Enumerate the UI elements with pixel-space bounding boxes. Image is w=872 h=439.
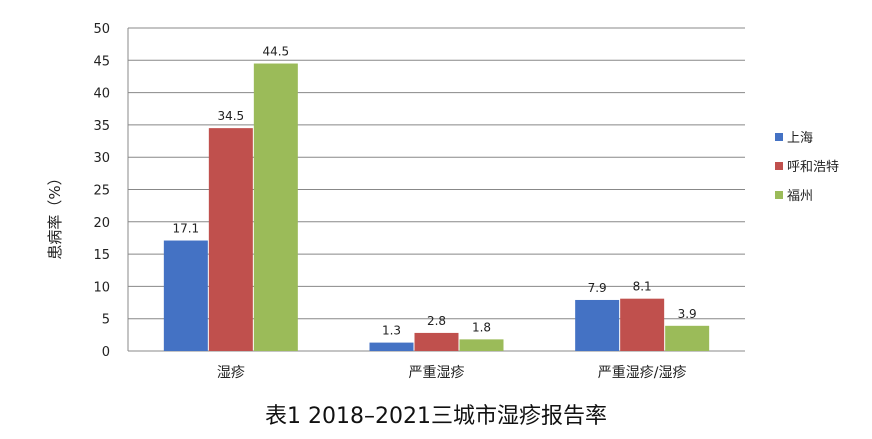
data-label: 2.8 [427, 314, 446, 328]
data-label: 7.9 [588, 281, 607, 295]
y-tick-label: 5 [102, 313, 110, 328]
x-category-labels: 湿疹 严重湿疹 严重湿疹/湿疹 [217, 365, 687, 381]
y-axis-label: 患病率（%） [46, 170, 64, 259]
y-tick-label: 50 [93, 22, 110, 37]
y-tick-labels: 0 5 10 15 20 25 30 35 40 45 50 [93, 22, 110, 360]
data-labels: 17.1 34.5 44.5 1.3 2.8 1.8 7.9 8.1 3.9 [172, 45, 696, 338]
data-label: 34.5 [217, 109, 244, 123]
bar [253, 63, 298, 351]
bar [459, 339, 504, 351]
y-tick-label: 40 [93, 87, 110, 102]
bar [414, 332, 459, 351]
bar [163, 240, 208, 351]
data-label: 3.9 [678, 307, 697, 321]
legend-swatch [775, 162, 783, 170]
legend-swatch [775, 133, 783, 141]
y-tick-label: 20 [93, 216, 110, 231]
y-tick-label: 15 [93, 248, 110, 263]
legend-label: 福州 [787, 189, 813, 204]
y-tick-label: 45 [93, 54, 110, 69]
figure-caption: 表1 2018–2021三城市湿疹报告率 [265, 404, 607, 429]
x-category-label: 严重湿疹 [409, 365, 465, 381]
y-tick-label: 25 [93, 184, 110, 199]
bar [665, 325, 710, 351]
legend-label: 呼和浩特 [787, 160, 839, 175]
chart: 17.1 34.5 44.5 1.3 2.8 1.8 7.9 8.1 3.9 0 5 10 15 20 2… [46, 22, 839, 381]
data-label: 8.1 [633, 280, 652, 294]
data-label: 1.3 [382, 324, 401, 338]
y-tick-label: 0 [102, 345, 110, 360]
bar [575, 299, 620, 351]
x-category-label: 湿疹 [217, 365, 245, 381]
data-label: 44.5 [262, 45, 289, 59]
x-category-label: 严重湿疹/湿疹 [598, 365, 687, 381]
data-label: 1.8 [472, 320, 491, 334]
data-label: 17.1 [172, 222, 199, 236]
bar [208, 128, 253, 351]
bars [163, 63, 710, 351]
bar [620, 298, 665, 351]
y-tick-label: 30 [93, 151, 110, 166]
legend-label: 上海 [787, 131, 813, 146]
y-tick-label: 10 [93, 280, 110, 295]
bar [369, 342, 414, 351]
legend-swatch [775, 191, 783, 199]
y-tick-label: 35 [93, 119, 110, 134]
